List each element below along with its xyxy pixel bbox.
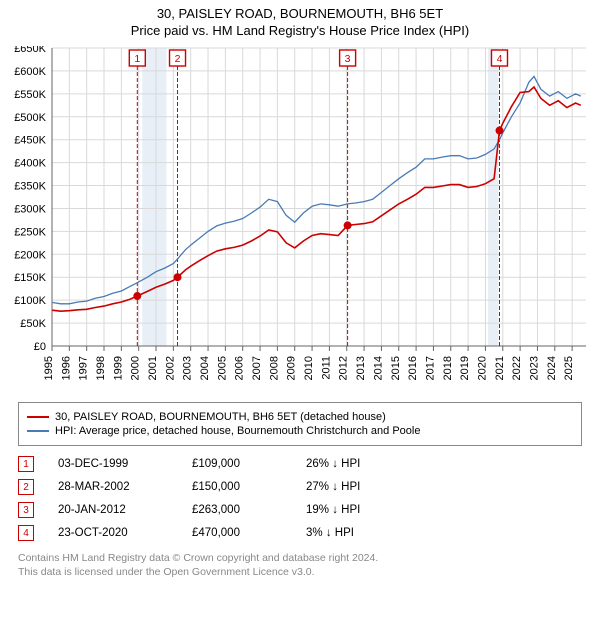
legend-row: 30, PAISLEY ROAD, BOURNEMOUTH, BH6 5ET (…: [27, 411, 573, 423]
svg-text:2024: 2024: [546, 356, 558, 380]
title-block: 30, PAISLEY ROAD, BOURNEMOUTH, BH6 5ET P…: [0, 0, 600, 38]
svg-text:2023: 2023: [528, 356, 540, 380]
legend-label: HPI: Average price, detached house, Bour…: [55, 425, 420, 437]
svg-text:£200K: £200K: [14, 249, 46, 261]
sale-price: £470,000: [192, 527, 282, 539]
attribution-line2: This data is licensed under the Open Gov…: [18, 565, 582, 579]
svg-text:2020: 2020: [476, 356, 488, 380]
legend: 30, PAISLEY ROAD, BOURNEMOUTH, BH6 5ET (…: [18, 402, 582, 446]
sale-date: 03-DEC-1999: [58, 458, 168, 470]
sales-table: 1 03-DEC-1999 £109,000 26% ↓ HPI 2 28-MAR-200…: [18, 456, 582, 541]
svg-text:2013: 2013: [355, 356, 367, 380]
sale-row: 2 28-MAR-2002 £150,000 27% ↓ HPI: [18, 479, 582, 495]
svg-text:£600K: £600K: [14, 66, 46, 78]
svg-text:£500K: £500K: [14, 112, 46, 124]
svg-text:1: 1: [134, 53, 140, 65]
sale-price: £263,000: [192, 504, 282, 516]
sale-marker-number: 3: [18, 502, 34, 518]
svg-text:2019: 2019: [459, 356, 471, 380]
svg-text:2002: 2002: [164, 356, 176, 380]
svg-text:2003: 2003: [182, 356, 194, 380]
svg-text:2007: 2007: [251, 356, 263, 380]
svg-text:2004: 2004: [199, 356, 211, 380]
svg-text:2017: 2017: [424, 356, 436, 380]
svg-text:£0: £0: [34, 341, 46, 353]
svg-text:3: 3: [345, 53, 351, 65]
svg-text:£100K: £100K: [14, 295, 46, 307]
sale-hpi-delta: 27% ↓ HPI: [306, 481, 396, 493]
svg-text:2018: 2018: [442, 356, 454, 380]
svg-text:£550K: £550K: [14, 89, 46, 101]
svg-text:£150K: £150K: [14, 272, 46, 284]
sale-price: £150,000: [192, 481, 282, 493]
sale-hpi-delta: 19% ↓ HPI: [306, 504, 396, 516]
svg-text:2009: 2009: [286, 356, 298, 380]
svg-text:£400K: £400K: [14, 158, 46, 170]
subtitle: Price paid vs. HM Land Registry's House …: [0, 23, 600, 38]
attribution: Contains HM Land Registry data © Crown c…: [18, 551, 582, 579]
svg-text:4: 4: [497, 53, 503, 65]
address-title: 30, PAISLEY ROAD, BOURNEMOUTH, BH6 5ET: [0, 6, 600, 21]
svg-text:1995: 1995: [43, 356, 55, 380]
sale-row: 3 20-JAN-2012 £263,000 19% ↓ HPI: [18, 502, 582, 518]
legend-swatch: [27, 430, 49, 433]
svg-text:2021: 2021: [494, 356, 506, 380]
svg-text:£350K: £350K: [14, 181, 46, 193]
legend-swatch: [27, 416, 49, 419]
attribution-line1: Contains HM Land Registry data © Crown c…: [18, 551, 582, 565]
svg-text:1996: 1996: [60, 356, 72, 380]
legend-label: 30, PAISLEY ROAD, BOURNEMOUTH, BH6 5ET (…: [55, 411, 386, 423]
sale-row: 1 03-DEC-1999 £109,000 26% ↓ HPI: [18, 456, 582, 472]
svg-text:2: 2: [175, 53, 181, 65]
svg-text:2016: 2016: [407, 356, 419, 380]
svg-text:2005: 2005: [216, 356, 228, 380]
legend-row: HPI: Average price, detached house, Bour…: [27, 425, 573, 437]
svg-text:2001: 2001: [147, 356, 159, 380]
sale-row: 4 23-OCT-2020 £470,000 3% ↓ HPI: [18, 525, 582, 541]
svg-text:2011: 2011: [320, 356, 332, 380]
chart-area: £0 £50K £100K £150K £200K £250K £300K £350K £400…: [0, 46, 600, 396]
svg-text:2012: 2012: [338, 356, 350, 380]
svg-text:2022: 2022: [511, 356, 523, 380]
svg-text:2008: 2008: [268, 356, 280, 380]
sale-marker-number: 1: [18, 456, 34, 472]
svg-text:2000: 2000: [130, 356, 142, 380]
sale-hpi-delta: 3% ↓ HPI: [306, 527, 396, 539]
svg-text:£650K: £650K: [14, 46, 46, 55]
sale-date: 28-MAR-2002: [58, 481, 168, 493]
svg-text:1997: 1997: [78, 356, 90, 380]
svg-text:2010: 2010: [303, 356, 315, 380]
svg-text:£50K: £50K: [20, 318, 46, 330]
svg-text:2006: 2006: [234, 356, 246, 380]
svg-text:2014: 2014: [372, 356, 384, 380]
svg-text:£250K: £250K: [14, 226, 46, 238]
sale-marker-number: 2: [18, 479, 34, 495]
svg-text:£300K: £300K: [14, 203, 46, 215]
svg-text:1998: 1998: [95, 356, 107, 380]
svg-text:£450K: £450K: [14, 135, 46, 147]
sale-hpi-delta: 26% ↓ HPI: [306, 458, 396, 470]
svg-text:2015: 2015: [390, 356, 402, 380]
sale-marker-number: 4: [18, 525, 34, 541]
sale-date: 20-JAN-2012: [58, 504, 168, 516]
page-root: 30, PAISLEY ROAD, BOURNEMOUTH, BH6 5ET P…: [0, 0, 600, 620]
sale-price: £109,000: [192, 458, 282, 470]
svg-text:2025: 2025: [563, 356, 575, 380]
sale-date: 23-OCT-2020: [58, 527, 168, 539]
svg-text:1999: 1999: [112, 356, 124, 380]
chart-svg: £0 £50K £100K £150K £200K £250K £300K £350K £400…: [0, 46, 600, 396]
